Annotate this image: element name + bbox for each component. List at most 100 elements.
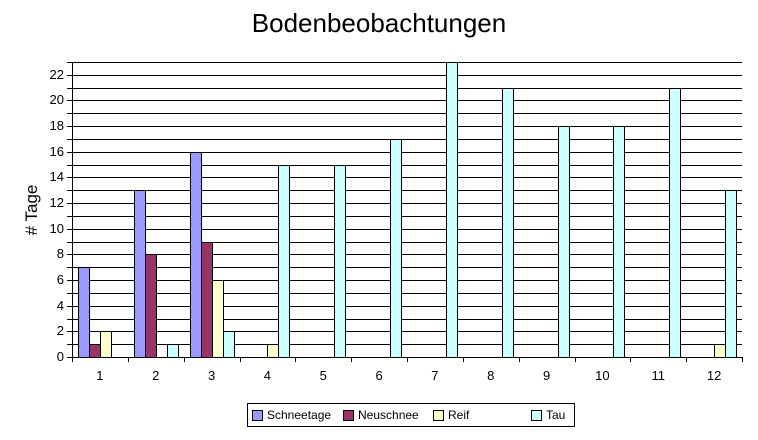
- y-tick-label: 2: [56, 323, 64, 339]
- bar-tau: [166, 344, 179, 358]
- x-tick-mark: [630, 357, 632, 362]
- gridline: [72, 203, 742, 205]
- y-tick-mark: [67, 74, 72, 76]
- y-tick-label: 6: [56, 272, 64, 288]
- x-tick-mark: [574, 357, 576, 362]
- x-tick-mark: [686, 357, 688, 362]
- y-tick-mark: [67, 280, 72, 282]
- legend-swatch: [433, 409, 444, 421]
- x-tick-mark: [742, 357, 743, 362]
- x-tick-mark: [518, 357, 520, 362]
- x-tick-label: 5: [319, 368, 327, 383]
- bar-tau: [613, 126, 626, 358]
- gridline: [72, 318, 742, 320]
- gridline: [72, 254, 742, 256]
- y-tick-mark: [67, 344, 72, 346]
- x-tick-label: 11: [651, 368, 666, 383]
- y-tick-mark: [67, 113, 72, 115]
- y-tick-mark: [67, 267, 72, 269]
- y-tick-mark: [67, 100, 72, 102]
- y-tick-mark: [67, 203, 72, 205]
- x-tick-label: 9: [542, 368, 551, 383]
- y-tick-mark: [67, 62, 72, 63]
- gridline: [72, 164, 742, 166]
- gridline: [72, 151, 742, 153]
- gridline: [72, 62, 742, 63]
- y-tick-mark: [67, 215, 72, 217]
- gridline: [72, 267, 742, 269]
- y-tick-label: 12: [49, 195, 64, 211]
- legend-swatch: [252, 409, 263, 421]
- bar-tau: [557, 126, 570, 358]
- bar-reif: [99, 331, 112, 358]
- bar-neuschnee: [144, 254, 157, 358]
- gridline: [72, 344, 742, 346]
- chart-title: Bodenbeobachtungen: [251, 8, 507, 38]
- y-axis: [72, 62, 73, 357]
- x-tick-label: 12: [706, 368, 722, 383]
- y-tick-label: 10: [49, 220, 64, 236]
- legend-item-neuschnee: Neuschnee: [343, 408, 419, 422]
- y-tick-mark: [67, 241, 72, 243]
- legend: Schneetage Neuschnee Reif Tau: [247, 403, 575, 427]
- gridline: [72, 292, 742, 294]
- y-tick-mark: [67, 177, 72, 179]
- legend-item-schneetage: Schneetage: [252, 408, 331, 422]
- gridline: [72, 228, 742, 230]
- y-tick-mark: [67, 318, 72, 320]
- bar-tau: [501, 87, 514, 358]
- y-tick-label: 8: [56, 246, 64, 262]
- y-tick-label: 18: [49, 118, 64, 134]
- x-tick-mark: [183, 357, 185, 362]
- y-tick-mark: [67, 138, 72, 140]
- legend-item-reif: Reif: [433, 408, 469, 422]
- bar-tau: [669, 87, 682, 358]
- x-tick-mark: [295, 357, 297, 362]
- x-tick-label: 8: [487, 368, 495, 383]
- x-tick-mark: [239, 357, 241, 362]
- bar-tau: [222, 331, 235, 358]
- legend-label: Reif: [448, 408, 470, 422]
- y-tick-label: 0: [56, 349, 64, 364]
- y-tick-label: 4: [56, 297, 64, 313]
- gridline: [72, 190, 742, 192]
- y-tick-mark: [67, 190, 72, 192]
- y-tick-mark: [67, 87, 72, 89]
- y-tick-mark: [67, 305, 72, 307]
- x-tick-mark: [407, 357, 408, 362]
- bar-tau: [390, 138, 403, 358]
- legend-label: Schneetage: [267, 408, 332, 422]
- x-tick-label: 10: [595, 368, 610, 383]
- gridline: [72, 87, 742, 89]
- y-tick-mark: [67, 292, 72, 294]
- gridline: [72, 241, 742, 243]
- y-tick-label: 14: [49, 169, 64, 185]
- y-tick-mark: [67, 164, 72, 166]
- legend-swatch: [343, 409, 354, 421]
- legend-swatch: [531, 409, 542, 421]
- y-tick-mark: [67, 126, 72, 128]
- bar-tau: [725, 190, 738, 358]
- y-tick-label: 16: [49, 143, 64, 159]
- gridline: [72, 113, 742, 115]
- bar-tau: [445, 62, 458, 358]
- x-tick-label: 2: [152, 368, 160, 383]
- y-tick-label: 20: [49, 92, 64, 108]
- x-tick-label: 7: [431, 368, 439, 383]
- y-axis-label: # Tage: [22, 184, 41, 236]
- x-tick-label: 4: [263, 368, 272, 383]
- legend-label: Neuschnee: [358, 408, 419, 422]
- gridline: [72, 331, 742, 333]
- gridline: [72, 74, 742, 76]
- x-tick-label: 1: [96, 368, 104, 383]
- legend-label: Tau: [546, 408, 566, 422]
- y-tick-mark: [67, 331, 72, 333]
- y-tick-mark: [67, 357, 72, 358]
- x-tick-mark: [462, 357, 464, 362]
- y-tick-label: 22: [49, 66, 64, 82]
- gridline: [72, 215, 742, 217]
- x-tick-label: 6: [375, 368, 383, 383]
- gridline: [72, 280, 742, 282]
- gridline: [72, 177, 742, 179]
- x-tick-mark: [127, 357, 129, 362]
